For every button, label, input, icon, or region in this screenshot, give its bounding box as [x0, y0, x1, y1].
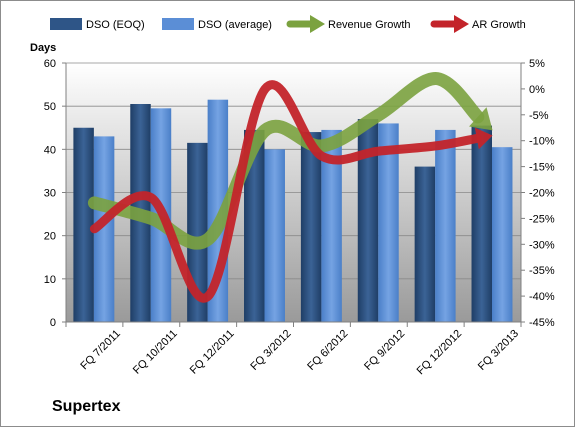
y2-tick-label: -45%: [529, 317, 555, 329]
x-tick-label: FQ 3/2012: [248, 328, 293, 373]
bar-dso-average: [378, 123, 399, 322]
legend-arrow-revenue-growth: [286, 15, 325, 33]
line-ar-growth-arrowhead: [474, 127, 493, 150]
bar-dso-eoq: [414, 166, 436, 322]
y2-tick-label: -10%: [529, 136, 555, 148]
bar-dso-eoq: [471, 125, 492, 322]
bar-dso-average: [264, 149, 285, 322]
x-tick-label: FQ 12/2011: [188, 328, 237, 377]
x-tick-label: FQ 6/2012: [305, 328, 350, 373]
y-axis-label: Days: [30, 42, 56, 54]
x-tick-label: FQ 9/2012: [362, 328, 407, 373]
company-name: Supertex: [52, 398, 121, 415]
bar-dso-average: [93, 136, 115, 322]
y-tick-label: 60: [44, 58, 56, 70]
legend-label-dso-eoq: DSO (EOQ): [86, 19, 145, 31]
x-tick-label: FQ 12/2012: [415, 328, 465, 378]
legend-label-dso-average: DSO (average): [198, 19, 272, 31]
right-axis-ticks: 5% 0% -5% -10% -15% -20% -25% -30% -35% -40% -45%: [521, 58, 555, 329]
x-tick-label: FQ 3/2013: [476, 328, 521, 373]
y2-tick-label: -15%: [529, 162, 555, 174]
y-tick-label: 40: [44, 144, 56, 156]
y2-tick-label: -35%: [529, 265, 555, 277]
y2-tick-label: -20%: [529, 188, 555, 200]
legend-arrow-ar-growth: [430, 15, 469, 33]
y2-tick-label: 5%: [529, 58, 545, 70]
y-tick-label: 0: [50, 317, 56, 329]
y-tick-label: 10: [44, 274, 56, 286]
y2-tick-label: -30%: [529, 239, 555, 251]
line-ar-growth: [89, 80, 482, 303]
legend-swatch-dso-eoq: [50, 18, 82, 30]
bars: [73, 99, 513, 322]
bar-dso-eoq: [300, 132, 322, 322]
line-revenue-growth-arrowhead: [469, 107, 493, 131]
left-axis-ticks: 0 10 20 30 40 50 60: [44, 58, 66, 329]
bar-dso-average: [491, 147, 513, 322]
legend-label-revenue-growth: Revenue Growth: [328, 19, 411, 31]
bar-dso-average: [321, 129, 342, 322]
y-tick-label: 30: [44, 188, 56, 200]
legend-label-ar-growth: AR Growth: [472, 19, 526, 31]
legend: DSO (EOQ) DSO (average) Revenue Growth A…: [50, 15, 526, 33]
bar-dso-eoq: [244, 129, 265, 322]
x-tick-label: FQ 10/2011: [131, 328, 180, 377]
y-tick-label: 20: [44, 231, 56, 243]
bar-dso-eoq: [357, 119, 379, 322]
y2-tick-label: -25%: [529, 213, 555, 225]
y2-tick-label: -5%: [529, 110, 549, 122]
growth-lines: [87, 72, 493, 303]
x-tick-label: FQ 7/2011: [78, 328, 123, 373]
y2-tick-label: -40%: [529, 291, 555, 303]
bar-dso-eoq: [73, 127, 94, 322]
bar-dso-average: [435, 129, 456, 322]
y2-tick-label: 0%: [529, 84, 545, 96]
y-tick-label: 50: [44, 101, 56, 113]
x-axis-ticks: FQ 7/2011 FQ 10/2011 FQ 12/2011 FQ 3/2012 FQ…: [78, 328, 521, 378]
legend-swatch-dso-average: [162, 18, 194, 30]
